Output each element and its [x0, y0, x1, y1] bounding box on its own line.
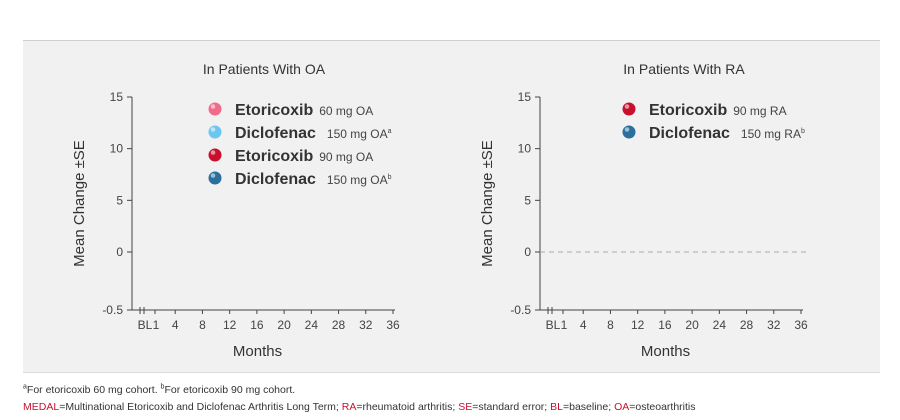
chart1-x-tick-label-8: 28 — [332, 318, 346, 332]
chart1-legend-name-0: Etoricoxib — [235, 102, 313, 119]
chart2-x-tick-label-5: 16 — [658, 318, 672, 332]
abbr-se: SE — [458, 401, 473, 413]
chart2-legend-marker-shine-0 — [624, 104, 630, 109]
chart2-y-tick-label-4: 15 — [518, 90, 532, 104]
chart2-x-tick-label-10: 36 — [794, 318, 808, 332]
abbr-medal-def: =Multinational Etoricoxib and Diclofenac… — [59, 401, 342, 413]
chart1-legend-marker-shine-0 — [210, 104, 216, 109]
chart1-y-tick-label-3: 10 — [110, 142, 124, 156]
chart1-y-label: Mean Change ±SE — [71, 140, 88, 267]
chart1-legend-marker-shine-1 — [210, 127, 216, 132]
chart2-legend-name-0: Etoricoxib — [649, 102, 727, 119]
chart2-x-tick-label-9: 32 — [767, 318, 781, 332]
chart1-y-tick-label-0: -0.5 — [102, 303, 123, 317]
chart1-y-tick-label-4: 15 — [110, 90, 124, 104]
chart2-y-tick-label-3: 10 — [518, 142, 532, 156]
abbr-oa: OA — [614, 401, 630, 413]
chart2-y-tick-label-2: 5 — [524, 193, 531, 207]
abbr-oa-def: =osteoarthritis — [629, 401, 696, 413]
chart1-x-tick-label-5: 16 — [250, 318, 264, 332]
chart1-legend-dose-2: 90 mg OA — [319, 150, 373, 164]
chart1-legend-marker-0 — [208, 102, 222, 116]
chart2-legend-entry-0: Etoricoxib 90 mg RA — [649, 102, 787, 119]
chart1-legend-dose-3: 150 mg OA — [327, 173, 388, 187]
chart2-x-tick-label-1: 1 — [561, 318, 568, 332]
abbr-medal: MEDAL — [23, 401, 60, 413]
chart2-x-tick-label-3: 8 — [607, 318, 614, 332]
chart1-legend-entry-3: Diclofenac 150 mg OAb — [235, 171, 392, 188]
abbr-bl: BL — [550, 401, 563, 413]
chart-panel — [23, 40, 880, 373]
chart2-y-label: Mean Change ±SE — [479, 140, 496, 267]
footnote-text-b: For etoricoxib 90 mg cohort. — [164, 384, 296, 396]
chart1-x-tick-label-9: 32 — [359, 318, 373, 332]
chart1-x-tick-label-0: BL — [138, 318, 153, 332]
chart2-x-tick-label-8: 28 — [740, 318, 754, 332]
chart2-legend-entry-1: Diclofenac 150 mg RAb — [649, 125, 805, 142]
chart2-x-tick-label-2: 4 — [580, 318, 587, 332]
chart1-x-tick-label-3: 8 — [199, 318, 206, 332]
chart2-legend-dose-1: 150 mg RA — [741, 127, 801, 141]
chart2-x-tick-label-7: 24 — [713, 318, 727, 332]
abbr-bl-def: =baseline; — [562, 401, 615, 413]
chart2-legend-marker-1 — [622, 125, 636, 139]
chart1-legend-dose-1: 150 mg OA — [327, 127, 388, 141]
abbr-se-def: =standard error; — [472, 401, 551, 413]
chart2-x-tick-label-6: 20 — [685, 318, 699, 332]
chart1-legend-name-3: Diclofenac — [235, 171, 316, 188]
abbr-ra: RA — [341, 401, 357, 413]
chart2-y-tick-label-1: 0 — [524, 245, 531, 259]
chart1-y-tick-label-1: 0 — [116, 245, 123, 259]
chart1-x-tick-label-2: 4 — [172, 318, 179, 332]
chart1-legend-entry-0: Etoricoxib 60 mg OA — [235, 102, 373, 119]
chart2-legend-marker-shine-1 — [624, 127, 630, 132]
chart1-x-label: Months — [233, 343, 282, 360]
chart1-legend-marker-shine-3 — [210, 173, 216, 178]
chart2-y-tick-label-0: -0.5 — [510, 303, 531, 317]
footnote-abbreviations: MEDAL=Multinational Etoricoxib and Diclo… — [23, 401, 696, 413]
chart1-y-tick-label-2: 5 — [116, 193, 123, 207]
chart1-legend-sup-3: b — [388, 174, 392, 181]
chart2-legend-sup-1: b — [801, 128, 805, 135]
chart2-x-tick-label-0: BL — [546, 318, 561, 332]
chart1-x-tick-label-4: 12 — [223, 318, 237, 332]
footnote-sup-b: b — [160, 383, 165, 391]
chart2-legend-marker-0 — [622, 102, 636, 116]
chart2-legend-name-1: Diclofenac — [649, 125, 730, 142]
chart1-x-tick-label-10: 36 — [386, 318, 400, 332]
chart1-legend-dose-0: 60 mg OA — [319, 104, 373, 118]
footnote-cohorts: aFor etoricoxib 60 mg cohort. bFor etori… — [23, 383, 296, 397]
chart2-x-tick-label-4: 12 — [631, 318, 645, 332]
footnote-sup-a: a — [23, 383, 27, 391]
chart1-legend-name-2: Etoricoxib — [235, 148, 313, 165]
chart1-legend-marker-2 — [208, 148, 222, 162]
chart1-title: In Patients With OA — [203, 61, 326, 77]
chart1-x-tick-label-6: 20 — [277, 318, 291, 332]
footnote-text-a: For etoricoxib 60 mg cohort. — [26, 384, 161, 396]
chart1-legend-marker-shine-2 — [210, 150, 216, 155]
chart1-legend-entry-2: Etoricoxib 90 mg OA — [235, 148, 373, 165]
chart1-legend-marker-1 — [208, 125, 222, 139]
chart2-title: In Patients With RA — [623, 61, 745, 77]
chart1-x-tick-label-1: 1 — [153, 318, 160, 332]
abbr-ra-def: =rheumatoid arthritis; — [356, 401, 459, 413]
chart1-legend-entry-1: Diclofenac 150 mg OAa — [235, 125, 392, 142]
chart1-legend-name-1: Diclofenac — [235, 125, 316, 142]
chart2-x-label: Months — [641, 343, 690, 360]
chart1-x-tick-label-7: 24 — [305, 318, 319, 332]
chart2-legend-dose-0: 90 mg RA — [733, 104, 786, 118]
chart1-legend-sup-1: a — [388, 128, 392, 135]
chart1-legend-marker-3 — [208, 171, 222, 185]
